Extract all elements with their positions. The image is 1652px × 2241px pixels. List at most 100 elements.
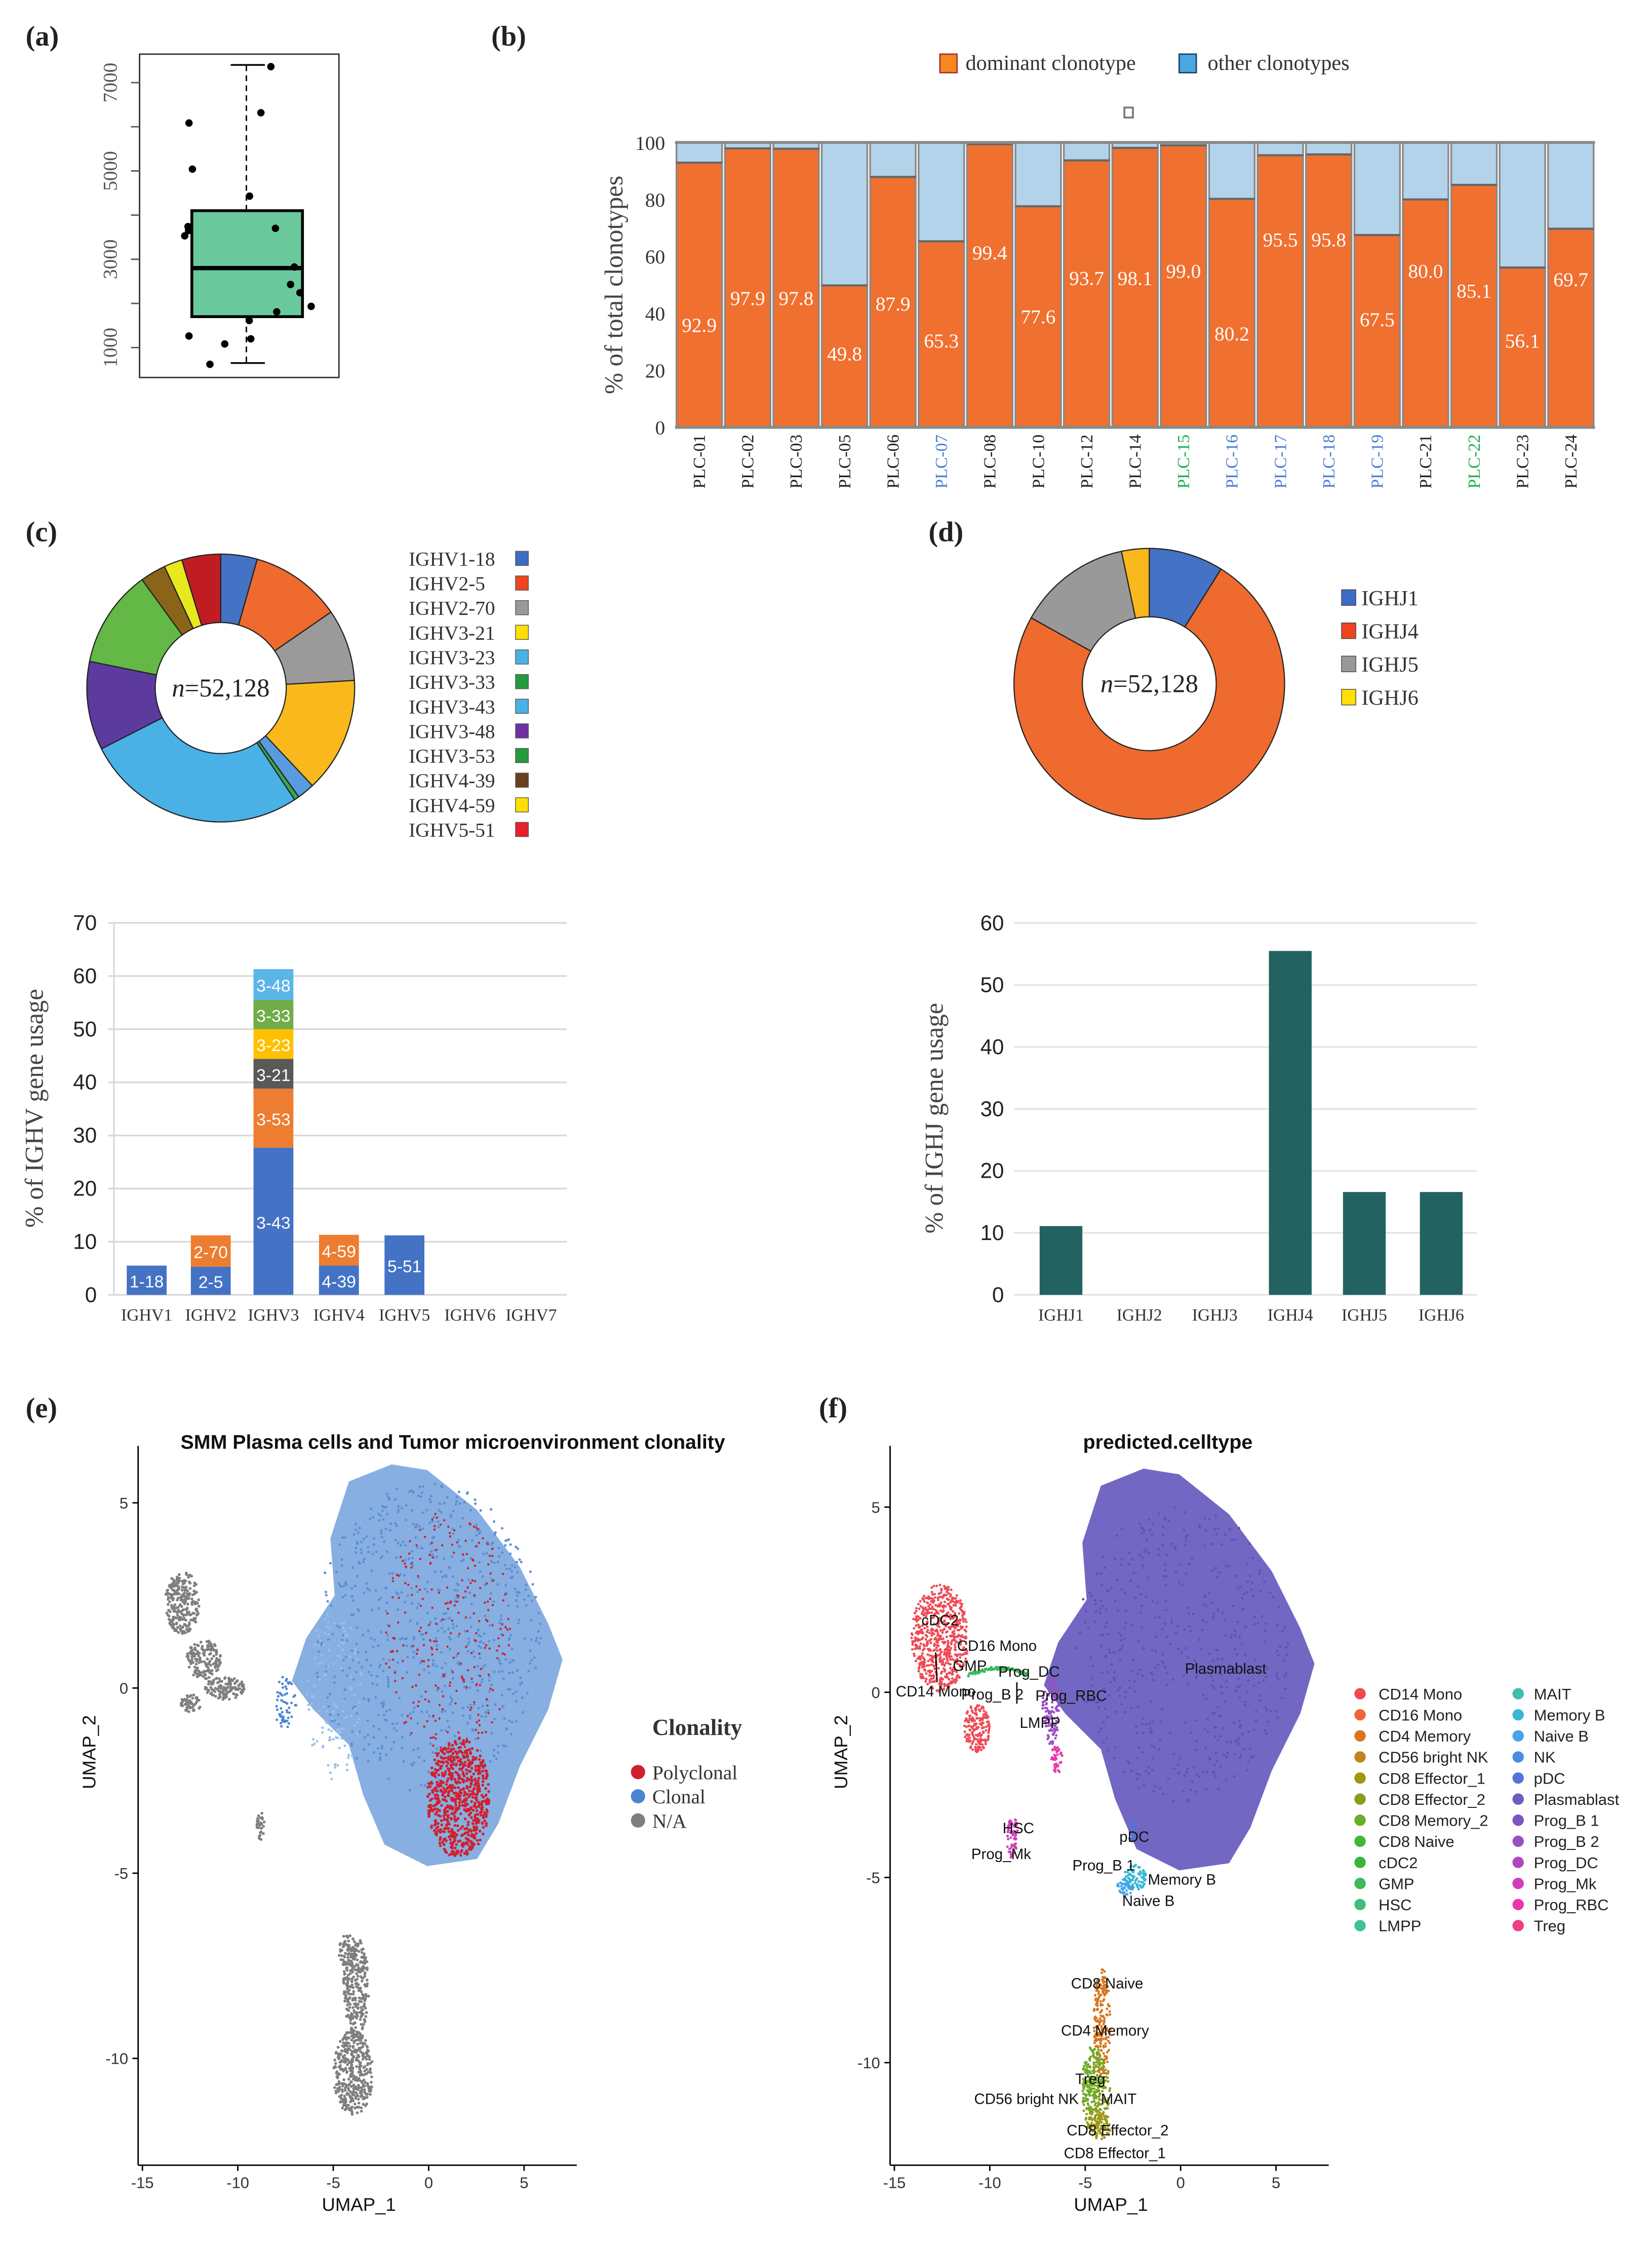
cell-point [1239,1754,1242,1757]
cell-point [438,1589,441,1592]
cell-point [955,1600,958,1603]
polyclonal-point [451,1543,454,1546]
cell-point [375,1550,378,1554]
cell-point [435,1747,438,1750]
cell-point [321,1661,324,1664]
polyclonal-point [453,1529,456,1532]
y-tick-label: 80 [645,189,665,211]
polyclonal-point [442,1774,446,1778]
cell-point [475,1523,478,1526]
na-point [354,2039,357,2042]
polyclonal-point [448,1835,451,1839]
cell-point [482,1553,485,1556]
x-tick-label: PLC-02 [739,435,758,489]
cell-point [388,1659,391,1662]
y-tick-label: 1000 [99,328,122,368]
polyclonal-point [450,1833,453,1836]
cell-point [351,1658,355,1662]
polyclonal-point [434,1807,437,1810]
na-point [335,2083,338,2087]
na-point [363,2002,366,2005]
bar-segment [319,1234,359,1266]
cell-point [943,1622,947,1626]
cell-point [497,1751,500,1754]
na-point [351,1986,355,1989]
y-tick-label: 40 [980,1035,1004,1059]
cell-point [444,1710,447,1713]
polyclonal-point [429,1804,432,1807]
na-point [185,1706,189,1709]
cell-point [1275,1675,1278,1678]
cell-point [378,1666,381,1669]
polyclonal-point [489,1598,492,1600]
cell-point [1109,1651,1112,1654]
cell-point [443,1684,447,1687]
polyclonal-point [501,1572,504,1575]
polyclonal-point [472,1792,475,1795]
cell-point [281,1686,285,1689]
na-point [364,2081,367,2084]
na-point [354,2026,357,2029]
polyclonal-point [456,1829,460,1832]
cell-point [1240,1643,1243,1646]
polyclonal-point [452,1851,456,1854]
polyclonal-point [470,1747,474,1750]
cell-point [326,1612,329,1615]
cell-point [507,1604,510,1607]
cell-point [926,1625,929,1628]
polyclonal-point [465,1646,467,1648]
polyclonal-point [471,1755,475,1759]
cell-point [463,1630,466,1633]
cell-point [280,1715,283,1718]
cell-point [1114,1599,1117,1603]
cell-point [1099,1599,1103,1602]
cell-point [914,1636,917,1639]
na-point [352,2009,356,2013]
cell-point [968,1736,971,1740]
cell-point [412,1650,415,1653]
cell-point [916,1638,919,1641]
polyclonal-point [438,1717,441,1720]
na-point [220,1684,223,1688]
cell-point [407,1557,410,1560]
cell-point [946,1650,949,1653]
cell-point [450,1701,453,1704]
legend-label-dominant: dominant clonotype [966,51,1136,75]
na-point [349,1949,352,1952]
cell-point [369,1637,372,1640]
cell-point [1150,1744,1153,1748]
polyclonal-point [484,1787,488,1790]
cell-point [1222,1727,1225,1730]
cell-point [392,1727,396,1730]
polyclonal-point [449,1775,453,1779]
na-point [188,1587,192,1590]
polyclonal-point [476,1839,479,1842]
cell-point [921,1638,924,1641]
cell-point [384,1609,387,1612]
cell-point [353,1724,356,1727]
cell-point [1178,1757,1182,1760]
cell-point [310,1703,313,1706]
cell-point [493,1561,496,1564]
na-point [355,2078,358,2082]
cell-point [915,1607,918,1610]
cell-point [1135,1731,1138,1735]
cell-point [331,1633,334,1636]
polyclonal-point [454,1835,457,1839]
cell-point [1212,1686,1215,1689]
cell-point [925,1672,928,1675]
na-point [351,2093,355,2097]
cell-point [953,1678,956,1681]
cell-point [930,1634,933,1637]
cell-point [354,1528,357,1532]
cell-point [918,1666,921,1669]
na-point [199,1640,203,1644]
cell-point [1285,1653,1288,1656]
cell-point [918,1639,921,1642]
cell-point [1216,1706,1219,1709]
cell-point [1245,1690,1248,1693]
cell-point [935,1689,938,1692]
cell-point [1261,1615,1264,1618]
na-point [183,1589,186,1592]
cell-point [382,1657,385,1660]
